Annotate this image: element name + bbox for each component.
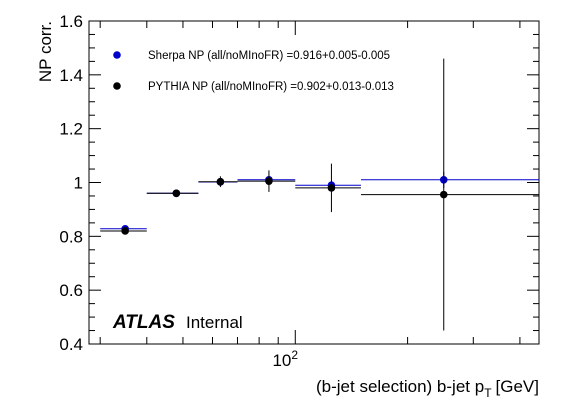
- y-tick-label: 1: [74, 174, 83, 193]
- data-point: [327, 184, 336, 192]
- series-sherpa: [100, 171, 539, 233]
- data-point: [121, 227, 129, 235]
- atlas-label: ATLAS: [112, 312, 175, 333]
- data-point: [216, 177, 225, 186]
- y-tick-label: 0.4: [59, 335, 83, 354]
- x-tick-label: 102: [272, 348, 298, 370]
- data-marks: [100, 58, 539, 331]
- axes: 0.4 0.6 0.8 1 1.2 1.4 1.6 102: [59, 12, 539, 370]
- plot-frame: [88, 20, 540, 345]
- y-tick-label: 1.6: [59, 12, 83, 31]
- series-pythia: [100, 58, 539, 331]
- y-tick-label: 0.6: [59, 281, 83, 300]
- x-axis-title: (b-jet selection) b-jet pT [GeV]: [316, 377, 539, 400]
- x-tick-label-base: 10: [272, 351, 291, 370]
- x-tick-label-exponent: 2: [291, 348, 298, 362]
- x-axis-title-unit: [GeV]: [496, 377, 539, 396]
- y-tick-label: 1.2: [59, 120, 83, 139]
- x-axis-title-main: (b-jet selection) b-jet p: [316, 377, 484, 396]
- x-axis-title-subscript: T: [484, 386, 492, 400]
- legend-marker: [113, 51, 121, 59]
- data-point: [172, 189, 181, 198]
- data-point: [439, 190, 448, 199]
- legend-marker: [113, 82, 121, 90]
- internal-label: Internal: [186, 313, 243, 332]
- data-point: [265, 177, 273, 185]
- y-axis-title: NP corr.: [36, 21, 55, 82]
- legend-label: PYTHIA NP (all/noMInoFR) =0.902+0.013-0.…: [148, 81, 394, 93]
- legend: Sherpa NP (all/noMInoFR) =0.916+0.005-0.…: [113, 50, 394, 93]
- y-tick-label: 1.4: [59, 66, 83, 85]
- y-tick-label: 0.8: [59, 227, 83, 246]
- legend-label: Sherpa NP (all/noMInoFR) =0.916+0.005-0.…: [148, 50, 390, 62]
